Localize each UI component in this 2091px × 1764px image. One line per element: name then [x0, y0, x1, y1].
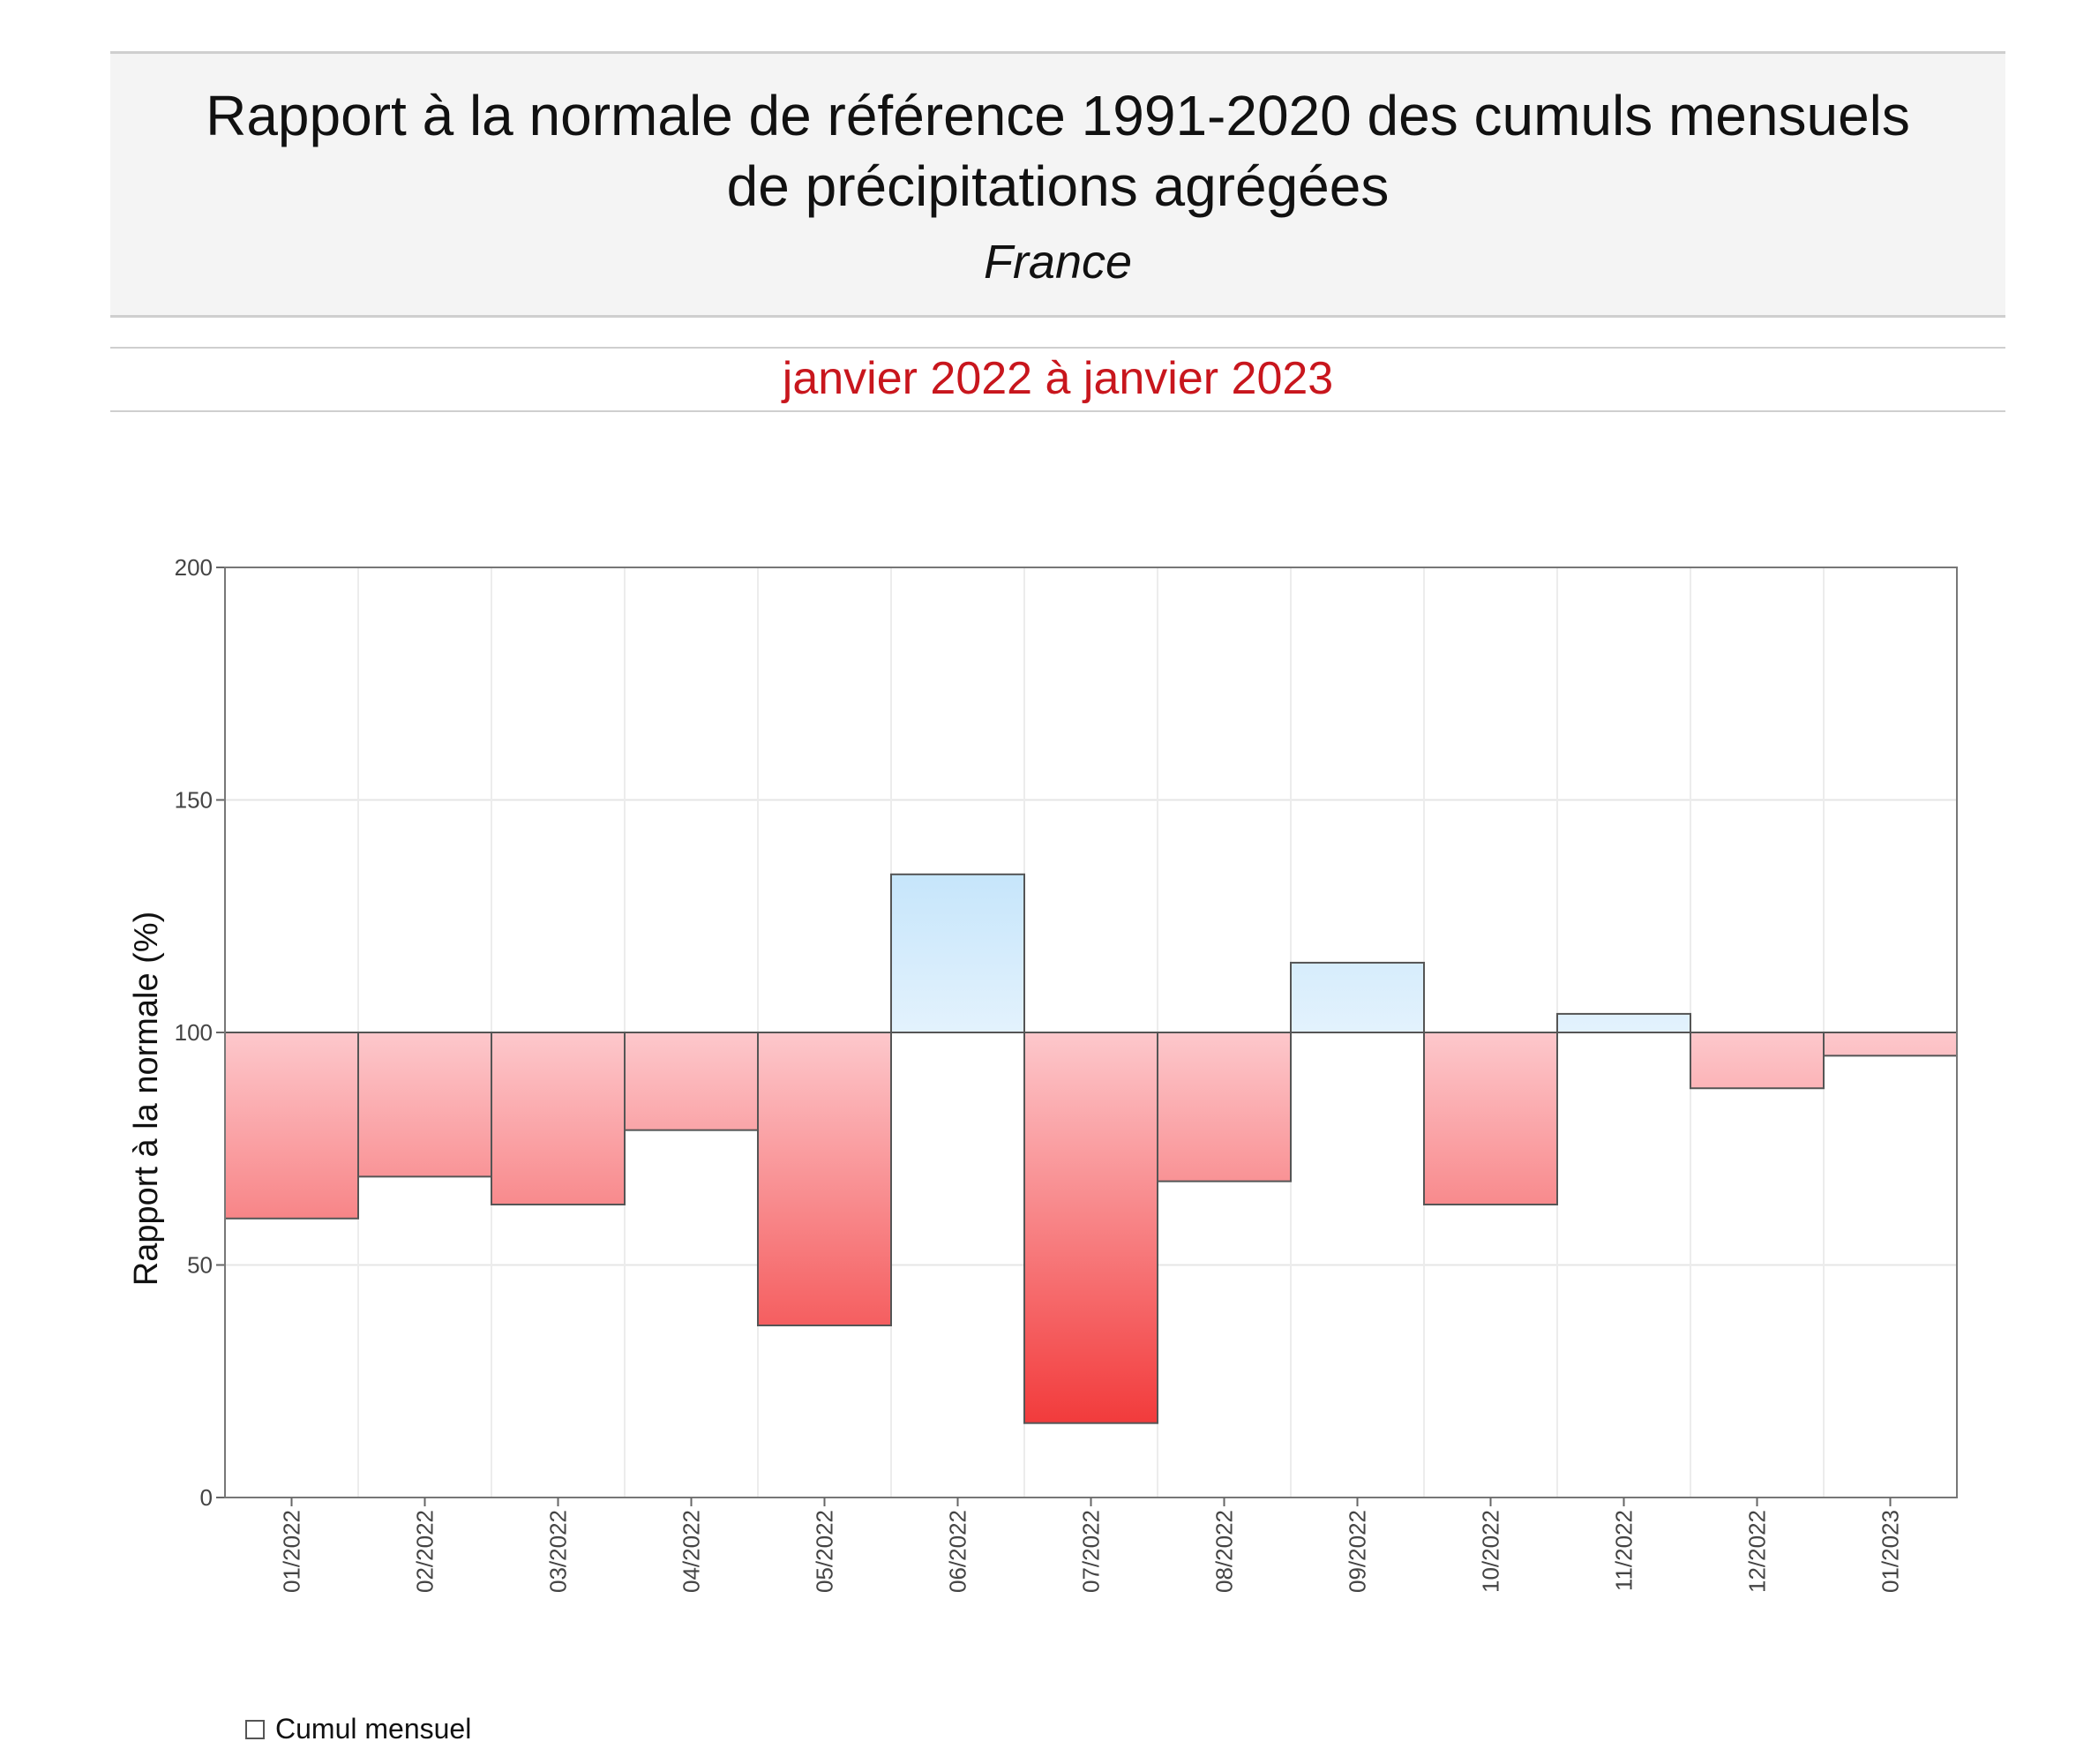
- x-tick-label: 03/2022: [545, 1510, 572, 1593]
- period-label: janvier 2022 à janvier 2023: [110, 347, 2005, 412]
- bar-06-2022[interactable]: [890, 873, 1025, 1033]
- y-tick-label: 0: [200, 1484, 213, 1511]
- x-tick-label: 04/2022: [678, 1510, 705, 1593]
- bar-07-2022[interactable]: [1023, 1032, 1158, 1424]
- y-axis-title: Rapport à la normale (%): [128, 912, 165, 1287]
- x-tick-label: 09/2022: [1345, 1510, 1371, 1593]
- bar-04-2022[interactable]: [624, 1032, 759, 1131]
- bar-01-2023[interactable]: [1823, 1032, 1958, 1057]
- chart-subtitle: France: [983, 236, 1133, 289]
- bar-12-2022[interactable]: [1690, 1032, 1825, 1090]
- bar-09-2022[interactable]: [1290, 961, 1425, 1033]
- chart-title-line-2: de précipitations agrégées: [726, 154, 1390, 218]
- y-tick-label: 50: [187, 1252, 213, 1279]
- x-tick-label: 11/2022: [1611, 1510, 1638, 1591]
- legend[interactable]: Cumul mensuel: [245, 1713, 471, 1745]
- x-tick-label: 12/2022: [1744, 1510, 1771, 1593]
- x-tick-label: 01/2022: [279, 1510, 305, 1593]
- bar-05-2022[interactable]: [757, 1032, 892, 1327]
- y-tick-label: 100: [175, 1019, 213, 1046]
- bar-08-2022[interactable]: [1157, 1032, 1292, 1182]
- axes: [216, 567, 1958, 1506]
- legend-checkbox[interactable]: [245, 1719, 265, 1739]
- tick-labels: 0 50 100 150 200 01/2022 02/2022 03/2022 04/2022…: [175, 554, 1904, 1593]
- x-tick-label: 02/2022: [412, 1510, 438, 1593]
- bar-03-2022[interactable]: [491, 1032, 626, 1205]
- y-tick-label: 150: [175, 787, 213, 814]
- legend-label: Cumul mensuel: [275, 1713, 472, 1745]
- x-tick-label: 05/2022: [812, 1510, 838, 1593]
- bar-01-2022[interactable]: [224, 1032, 359, 1220]
- x-tick-label: 01/2023: [1877, 1510, 1904, 1593]
- title-panel: Rapport à la normale de référence 1991-2…: [110, 51, 2005, 318]
- y-tick-label: 200: [175, 554, 213, 581]
- bar-11-2022[interactable]: [1556, 1012, 1691, 1034]
- bar-02-2022[interactable]: [357, 1032, 492, 1178]
- bars: [224, 873, 1958, 1424]
- x-tick-label: 10/2022: [1478, 1510, 1504, 1593]
- bar-10-2022[interactable]: [1423, 1032, 1558, 1205]
- x-tick-label: 06/2022: [945, 1510, 971, 1593]
- chart-title-line-1: Rapport à la normale de référence 1991-2…: [206, 84, 1910, 147]
- x-tick-label: 07/2022: [1078, 1510, 1105, 1593]
- x-tick-label: 08/2022: [1211, 1510, 1238, 1593]
